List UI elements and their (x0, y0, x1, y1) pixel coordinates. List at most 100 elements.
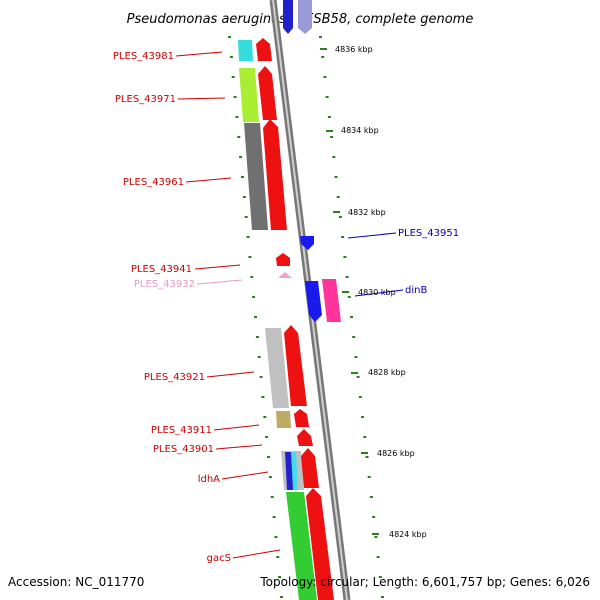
ring-dot-left (254, 316, 257, 318)
ring-dot-right (323, 76, 327, 78)
gene-43981-category[interactable] (238, 40, 253, 61)
ring-dot-right (356, 376, 360, 378)
gene-43961-category[interactable] (244, 123, 268, 230)
ring-dot-left (265, 436, 269, 438)
gene-label-43951[interactable]: PLES_43951 (398, 228, 459, 239)
ring-dot-right (336, 196, 340, 198)
ring-dot-left (278, 576, 282, 578)
gene-ldhA-category-cyan[interactable] (291, 452, 298, 490)
gene-label-43932[interactable]: PLES_43932 (134, 279, 195, 290)
ring-dot-left (274, 536, 278, 538)
dotted-ring-left (228, 36, 283, 598)
ring-dot-left (272, 516, 276, 518)
gene-43981[interactable] (256, 38, 272, 61)
dotted-ring-right (319, 36, 384, 598)
ring-dot-right (327, 116, 331, 118)
gene-label-43941[interactable]: PLES_43941 (131, 264, 192, 275)
ring-dot-left (231, 76, 235, 78)
gene-43971-category[interactable] (239, 68, 259, 122)
gene-ldhA[interactable] (301, 448, 319, 488)
ring-dot-right (347, 296, 351, 298)
gene-label-43921[interactable]: PLES_43921 (144, 372, 205, 383)
scale-label-4824: 4824 kbp (389, 530, 427, 539)
ring-dot-right (358, 396, 362, 398)
ring-dot-right (376, 556, 380, 558)
ring-dot-right (345, 276, 349, 278)
ring-dot-right (350, 316, 353, 318)
gene-43901[interactable] (297, 429, 313, 446)
gene-label-43901[interactable]: PLES_43901 (153, 444, 214, 455)
ring-dot-right (321, 56, 325, 58)
gene-43911-category[interactable] (276, 411, 291, 428)
scale-tick-4834: 4834 kbp (326, 126, 379, 135)
ring-dot-left (259, 376, 263, 378)
gene-43932[interactable] (278, 272, 292, 278)
gene-43951[interactable] (300, 236, 314, 250)
gene-43961[interactable] (263, 119, 287, 230)
scale-label-4830: 4830 kbp (358, 288, 396, 297)
gene-label-43971[interactable]: PLES_43971 (115, 94, 176, 105)
ring-dot-left (244, 216, 248, 218)
ring-dot-left (268, 476, 272, 478)
ring-dot-left (228, 36, 231, 38)
gene-features (238, 0, 341, 600)
gene-top-reverse-a[interactable] (283, 0, 293, 34)
gene-top-reverse-b[interactable] (298, 0, 312, 34)
ring-dot-left (237, 136, 241, 138)
ring-dot-left (261, 396, 265, 398)
scale-label-4826: 4826 kbp (377, 449, 415, 458)
ring-dot-left (280, 596, 283, 598)
scale-tick-4824: 4824 kbp (372, 530, 427, 539)
ring-dot-right (325, 96, 329, 98)
topology-text: Topology: circular; Length: 6,601,757 bp… (259, 575, 590, 589)
scale-tick-4826: 4826 kbp (361, 449, 415, 458)
ring-dot-right (330, 136, 334, 138)
gene-label-43981[interactable]: PLES_43981 (113, 51, 174, 62)
ring-dot-right (354, 356, 358, 358)
ring-dot-left (239, 156, 243, 158)
gene-43921-category[interactable] (265, 328, 289, 408)
ring-dot-left (248, 256, 252, 258)
ring-dot-right (343, 256, 347, 258)
ring-dot-right (334, 176, 338, 178)
gene-leaders (175, 51, 404, 559)
ring-dot-right (363, 436, 367, 438)
gene-43911[interactable] (294, 409, 309, 427)
ring-dot-left (233, 96, 237, 98)
gene-gacS[interactable] (306, 488, 334, 600)
ring-dot-right (319, 36, 322, 38)
ring-dot-right (341, 236, 345, 238)
ring-dot-left (276, 556, 280, 558)
gene-label-ldhA[interactable]: ldhA (198, 474, 220, 485)
ring-dot-left (235, 116, 239, 118)
gene-dinB-category[interactable] (322, 279, 341, 322)
gene-label-43911[interactable]: PLES_43911 (151, 425, 212, 436)
gene-43941[interactable] (276, 253, 290, 266)
scale-label-4828: 4828 kbp (368, 368, 406, 377)
ring-dot-right (374, 536, 378, 538)
scale-label-4832: 4832 kbp (348, 208, 386, 217)
gene-gacS-category[interactable] (286, 492, 317, 600)
gene-label-43961[interactable]: PLES_43961 (123, 177, 184, 188)
scale-label-4834: 4834 kbp (341, 126, 379, 135)
ring-dot-left (257, 356, 261, 358)
ring-dot-left (263, 416, 267, 418)
gene-43921[interactable] (284, 325, 307, 406)
gene-label-gacS[interactable]: gacS (207, 553, 231, 564)
scale-tick-4828: 4828 kbp (351, 368, 406, 377)
ring-dot-right (378, 576, 382, 578)
gene-dinB[interactable] (305, 281, 322, 322)
scale-tick-4836: 4836 kbp (320, 45, 373, 54)
gene-labels: PLES_43981 PLES_43971 PLES_43961 PLES_43… (113, 51, 459, 564)
gene-43971[interactable] (258, 66, 277, 120)
scale-tick-4830: 4830 kbp (342, 288, 396, 297)
ring-dot-right (365, 456, 369, 458)
ring-dot-right (369, 496, 373, 498)
ring-dot-left (255, 336, 259, 338)
ring-dot-left (252, 296, 256, 298)
gene-label-dinB[interactable]: dinB (405, 285, 427, 296)
ring-dot-right (352, 336, 356, 338)
ring-dot-left (229, 56, 233, 58)
ring-dot-right (361, 416, 365, 418)
